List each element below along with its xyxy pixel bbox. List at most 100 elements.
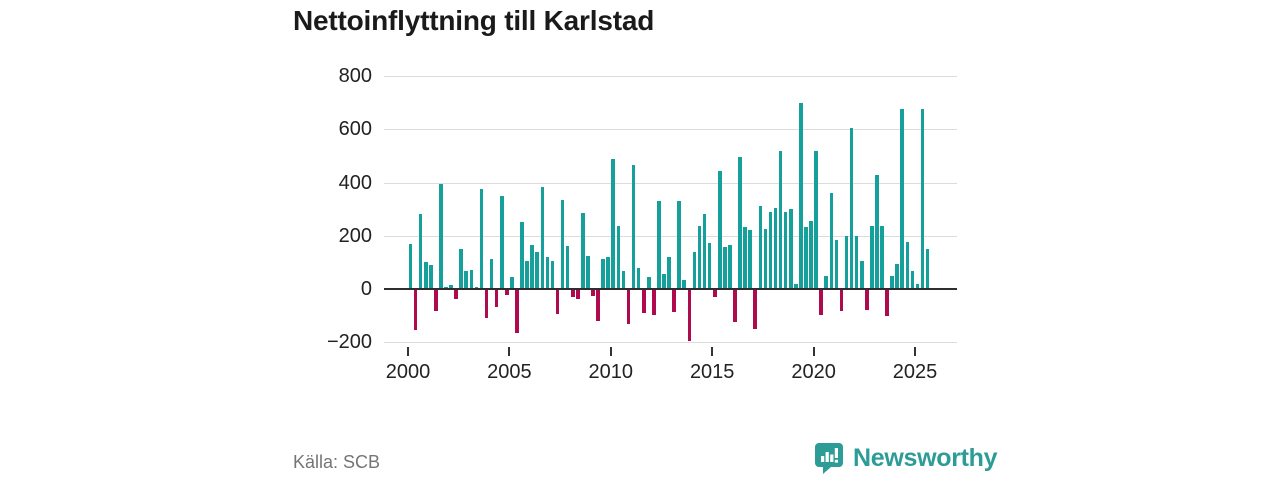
source-label: Källa: SCB	[293, 452, 381, 472]
bar	[505, 290, 509, 296]
bar	[799, 102, 803, 289]
bar	[560, 199, 565, 289]
y-axis-label: −200	[326, 331, 372, 354]
bar	[652, 290, 656, 316]
bar	[601, 259, 605, 289]
bar	[870, 225, 874, 289]
bar	[824, 276, 829, 289]
bar	[636, 267, 641, 289]
gridline	[384, 342, 957, 344]
bar	[672, 290, 676, 312]
bar	[428, 265, 433, 289]
newsworthy-logo[interactable]: Newsworthy	[814, 442, 998, 475]
bar	[738, 157, 742, 289]
bar	[920, 109, 925, 289]
bar	[662, 274, 666, 289]
bar	[565, 246, 570, 289]
bar	[819, 290, 823, 316]
bar	[515, 290, 519, 333]
bar	[778, 150, 783, 289]
bar	[875, 175, 879, 289]
bar	[844, 235, 849, 289]
bar	[814, 150, 818, 289]
x-axis-tick	[711, 347, 714, 356]
newsworthy-wordmark: Newsworthy	[853, 444, 998, 472]
y-axis-label: 200	[338, 224, 372, 247]
bar	[687, 290, 692, 342]
bar	[788, 209, 793, 289]
bar	[925, 249, 930, 289]
bar	[631, 165, 636, 289]
x-axis-tick	[407, 347, 409, 356]
x-axis-label: 2015	[689, 361, 735, 383]
bar	[489, 258, 494, 289]
bar	[540, 186, 545, 289]
x-axis-tick	[609, 347, 612, 356]
bar	[895, 263, 900, 289]
gridline	[384, 129, 957, 131]
bar	[423, 262, 428, 289]
y-axis-label: 0	[360, 278, 372, 300]
bar	[748, 230, 752, 289]
x-axis-tick	[508, 347, 511, 356]
bar	[641, 290, 646, 314]
x-axis-tick	[914, 347, 916, 356]
gridline	[384, 76, 957, 77]
bar	[910, 271, 915, 289]
bar	[854, 235, 859, 289]
bar	[667, 256, 671, 289]
bar	[880, 225, 884, 289]
bar	[885, 290, 889, 316]
bar	[646, 276, 651, 289]
bar	[469, 269, 474, 289]
bar	[743, 227, 747, 289]
bar	[890, 276, 894, 289]
bar	[596, 290, 600, 322]
bar	[657, 201, 661, 289]
bar	[763, 229, 768, 289]
bar	[555, 290, 560, 315]
bar	[576, 290, 580, 300]
x-axis-label: 2000	[385, 361, 431, 383]
bar	[839, 290, 844, 312]
bar	[692, 251, 697, 289]
bar	[783, 211, 788, 289]
bar	[479, 189, 484, 289]
bar	[677, 201, 682, 289]
bar	[520, 222, 524, 289]
bar	[859, 260, 864, 289]
bar	[804, 227, 808, 289]
bar	[611, 158, 616, 289]
bar	[733, 290, 737, 323]
bar	[550, 261, 555, 289]
bar	[758, 206, 763, 289]
page-title: Nettoinflyttning till Karlstad	[293, 5, 655, 36]
bar	[834, 239, 839, 289]
bar	[464, 271, 469, 289]
y-axis-label: 800	[338, 65, 372, 87]
y-axis-label: 600	[338, 118, 372, 141]
x-axis-tick	[812, 347, 815, 356]
bar	[900, 109, 905, 289]
bar	[545, 257, 550, 289]
bar	[525, 261, 529, 289]
bar	[794, 283, 798, 289]
newsworthy-icon	[814, 442, 844, 475]
bar	[717, 170, 722, 289]
bar	[454, 290, 458, 300]
bar	[439, 183, 443, 289]
x-axis-label: 2010	[588, 361, 634, 383]
bar	[408, 243, 413, 289]
bar	[499, 195, 504, 289]
bar	[809, 221, 813, 289]
gridline	[384, 235, 957, 237]
gridline	[384, 182, 957, 184]
bar	[707, 242, 712, 289]
bar	[723, 247, 727, 289]
bar	[626, 290, 631, 324]
bar	[581, 213, 585, 289]
bar	[915, 283, 920, 289]
y-axis-label: 400	[338, 171, 372, 194]
bar	[459, 249, 463, 289]
